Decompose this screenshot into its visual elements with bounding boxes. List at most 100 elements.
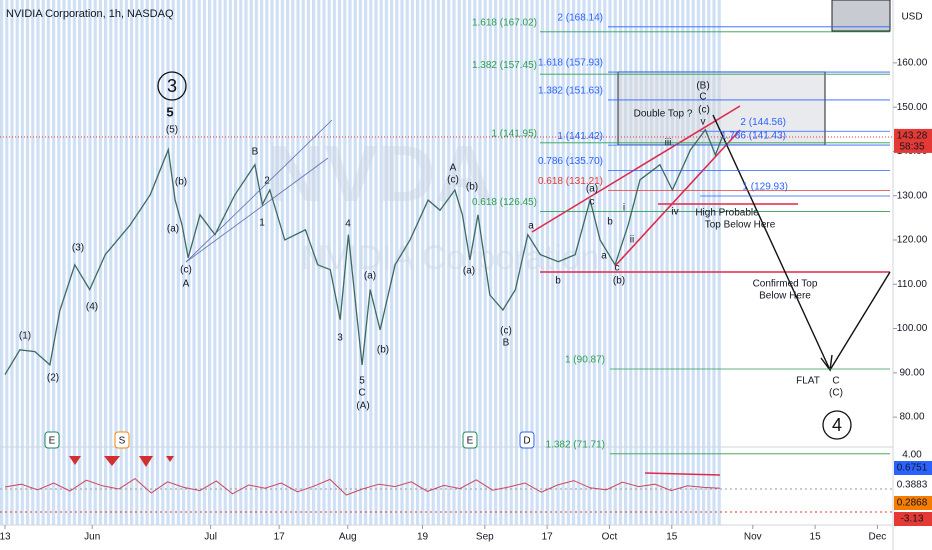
y-tick-label: 100.00 bbox=[897, 323, 928, 334]
annotation: Double Top ? bbox=[634, 109, 693, 120]
fib-label: 0.618 (131.21) bbox=[538, 176, 603, 187]
event-label: S bbox=[119, 436, 126, 447]
indicator-line bbox=[4, 477, 721, 496]
wave-label: (b) bbox=[466, 182, 478, 193]
x-tick-label: Oct bbox=[602, 532, 618, 543]
annotation: Confirmed Top bbox=[753, 279, 818, 290]
wave-label: (5) bbox=[166, 125, 178, 136]
event-badge bbox=[519, 431, 535, 449]
wave-label: (a) bbox=[167, 224, 179, 235]
wave-label: c bbox=[615, 263, 620, 274]
channel-line bbox=[185, 157, 329, 263]
wave-label: (2) bbox=[47, 373, 59, 384]
y-tick-label: 160.00 bbox=[897, 58, 928, 69]
wave-label: 5 bbox=[359, 376, 365, 387]
y-tick-label: 130.00 bbox=[897, 190, 928, 201]
wave-label: 2 bbox=[264, 176, 270, 187]
event-label: D bbox=[523, 436, 530, 447]
x-tick-label: 17 bbox=[274, 532, 286, 543]
wave-label: b bbox=[607, 217, 613, 228]
event-badge bbox=[462, 431, 478, 449]
x-tick-label: Jun bbox=[84, 532, 100, 543]
x-tick-label: Nov bbox=[744, 532, 762, 543]
countdown-label: 58:35 bbox=[899, 142, 924, 153]
indicator-label: 0.3883 bbox=[897, 480, 928, 491]
wave-label: v bbox=[701, 117, 706, 128]
degree-circle bbox=[822, 410, 852, 440]
x-tick-label: Sep bbox=[476, 532, 494, 543]
time-axis bbox=[0, 525, 893, 550]
wave-label: i bbox=[623, 203, 625, 214]
chart-title: NVIDIA Corporation, 1h, NASDAQ bbox=[6, 8, 174, 20]
last-price-label: 143.28 bbox=[897, 131, 928, 142]
wave-label: (A) bbox=[356, 401, 369, 412]
fib-label: 1.618 (157.93) bbox=[538, 58, 603, 69]
annotation: (C) bbox=[829, 388, 843, 399]
wave-label: B bbox=[503, 338, 510, 349]
x-tick-label: Aug bbox=[339, 532, 357, 543]
fib-label: 1.786 (141.43) bbox=[721, 131, 786, 142]
wave-label: (1) bbox=[19, 331, 31, 342]
arrow-head bbox=[820, 354, 833, 372]
box-zone bbox=[831, 0, 891, 32]
wave-label: iv bbox=[671, 207, 678, 218]
wedge-line bbox=[614, 129, 741, 267]
wave-label: (c) bbox=[500, 326, 512, 337]
fib-label: 1.618 (167.02) bbox=[472, 17, 537, 28]
x-tick-label: 15 bbox=[666, 532, 678, 543]
annotation: Below Here bbox=[759, 291, 811, 302]
degree-label: 4 bbox=[832, 415, 842, 435]
wave-label: iii bbox=[665, 138, 672, 149]
wave-label: A bbox=[450, 163, 457, 174]
indicator-label-box bbox=[894, 512, 932, 526]
indicator-label-box bbox=[894, 461, 932, 475]
wave-label: A bbox=[183, 279, 190, 290]
indicator-label: 0.6751 bbox=[897, 463, 928, 474]
indicator-label: 0.2868 bbox=[897, 498, 928, 509]
wave-label: a bbox=[528, 221, 534, 232]
projection-line bbox=[712, 114, 831, 371]
wave-label: (b) bbox=[377, 345, 389, 356]
event-badge bbox=[44, 431, 60, 449]
wave-label: B bbox=[252, 147, 259, 158]
event-badge bbox=[114, 431, 130, 449]
wave-label: (a) bbox=[463, 266, 475, 277]
event-label: E bbox=[467, 436, 474, 447]
y-tick-label: 150.00 bbox=[897, 102, 928, 113]
indicator-label-box bbox=[894, 448, 932, 462]
x-tick-label: 13 bbox=[0, 532, 11, 543]
wave-label: (B) bbox=[696, 81, 709, 92]
wave-label: (3) bbox=[72, 243, 84, 254]
y-tick-label: 90.00 bbox=[899, 367, 924, 378]
indicator-label: -3.13 bbox=[901, 514, 924, 525]
x-tick-label: 19 bbox=[417, 532, 429, 543]
degree-label: 3 bbox=[167, 76, 177, 96]
wave-label: C bbox=[699, 92, 706, 103]
fib-label: 0.786 (135.70) bbox=[538, 156, 603, 167]
annotation: C bbox=[832, 376, 839, 387]
wave-label: (a) bbox=[586, 184, 598, 195]
x-tick-label: 15 bbox=[810, 532, 822, 543]
wave-label: 5 bbox=[166, 104, 173, 119]
fib-label: 0.618 (126.45) bbox=[472, 197, 537, 208]
annotation: Top Below Here bbox=[705, 220, 776, 231]
y-tick-label: 120.00 bbox=[897, 235, 928, 246]
wave-label: C bbox=[358, 388, 365, 399]
watermark: NVDA bbox=[267, 129, 494, 218]
indicator-line bbox=[644, 472, 721, 476]
wave-label: 4 bbox=[345, 219, 351, 230]
fib-label: 1 (141.95) bbox=[491, 128, 537, 139]
price-line bbox=[4, 128, 723, 375]
wave-label: (4) bbox=[86, 302, 98, 313]
fib-label: 1 (141.42) bbox=[557, 131, 603, 142]
x-tick-label: Jul bbox=[204, 532, 217, 543]
y-tick-label: 110.00 bbox=[897, 279, 927, 290]
wave-label: (a) bbox=[364, 271, 376, 282]
wave-label: (c) bbox=[698, 105, 710, 116]
indicator-label-box bbox=[894, 478, 932, 492]
currency-label: USD bbox=[901, 12, 922, 23]
fib-label: 2 (144.56) bbox=[740, 117, 786, 128]
fib-label: 1.382 (71.71) bbox=[546, 439, 606, 450]
